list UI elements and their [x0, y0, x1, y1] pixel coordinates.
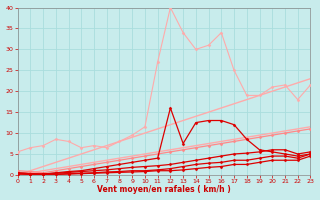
X-axis label: Vent moyen/en rafales ( km/h ): Vent moyen/en rafales ( km/h ): [97, 185, 231, 194]
